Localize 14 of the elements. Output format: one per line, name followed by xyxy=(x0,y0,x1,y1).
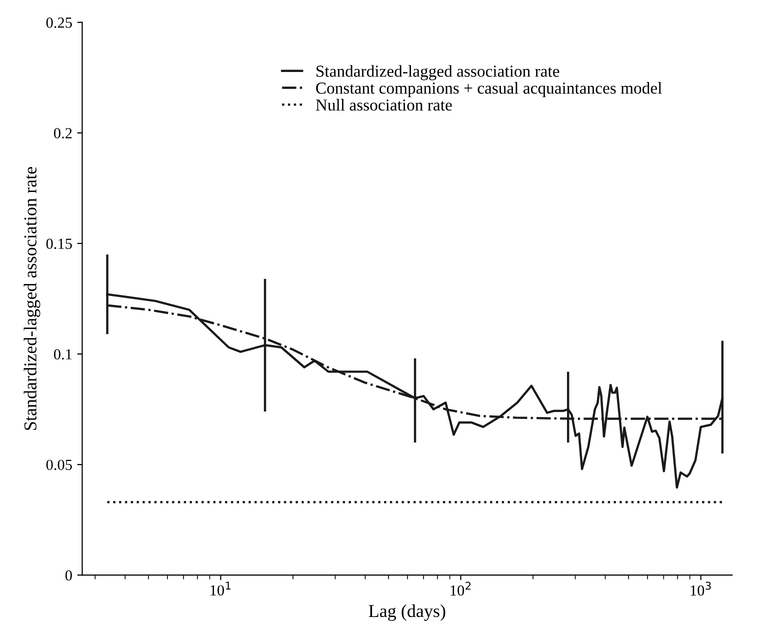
legend-label: Null association rate xyxy=(316,98,452,111)
x-tick-label: 10$^{1}$ xyxy=(210,582,231,596)
y-tick-label: 0.15 xyxy=(46,238,72,249)
legend-label: Constant companions + casual acquaintances model xyxy=(316,82,662,98)
x-axis-title: Lag (days) xyxy=(368,604,446,621)
y-tick-label: 0.2 xyxy=(54,128,72,138)
y-tick-label: 0.1 xyxy=(54,349,72,360)
y-tick-label: 0.05 xyxy=(46,460,72,470)
legend-label: Standardized-lagged association rate xyxy=(316,65,560,80)
y-tick-label: 0.25 xyxy=(46,18,72,28)
y-axis-title: Standardized-lagged association rate xyxy=(24,167,40,430)
x-tick-label: 10$^{3}$ xyxy=(690,582,711,596)
y-tick-label: 0 xyxy=(65,570,72,581)
x-tick-label: 10$^{2}$ xyxy=(450,582,471,596)
